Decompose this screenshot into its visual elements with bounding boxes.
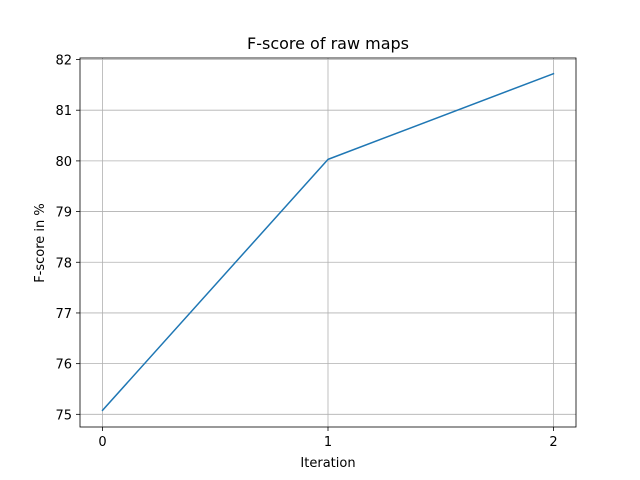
y-tick-label: 79 — [55, 206, 72, 221]
y-tick-label: 80 — [55, 155, 72, 170]
chart-title: F-score of raw maps — [247, 34, 409, 53]
y-tick-label: 81 — [55, 104, 72, 119]
x-tick-label: 1 — [324, 435, 332, 450]
series-layer — [101, 72, 555, 412]
y-tick-label: 77 — [55, 307, 72, 322]
grid — [80, 58, 576, 427]
y-tick-label: 76 — [55, 358, 72, 373]
y-axis-label: F-score in % — [33, 203, 48, 283]
x-tick-label: 2 — [549, 435, 557, 450]
series-line — [101, 72, 555, 412]
x-axis-ticks: 0 1 2 — [98, 427, 558, 450]
y-tick-label: 75 — [55, 408, 72, 423]
y-tick-label: 78 — [55, 256, 72, 271]
x-tick-label: 0 — [98, 435, 106, 450]
y-axis-ticks: 75 76 77 78 79 80 81 82 — [55, 54, 80, 423]
x-axis-label: Iteration — [300, 456, 355, 471]
y-tick-label: 82 — [55, 54, 72, 69]
